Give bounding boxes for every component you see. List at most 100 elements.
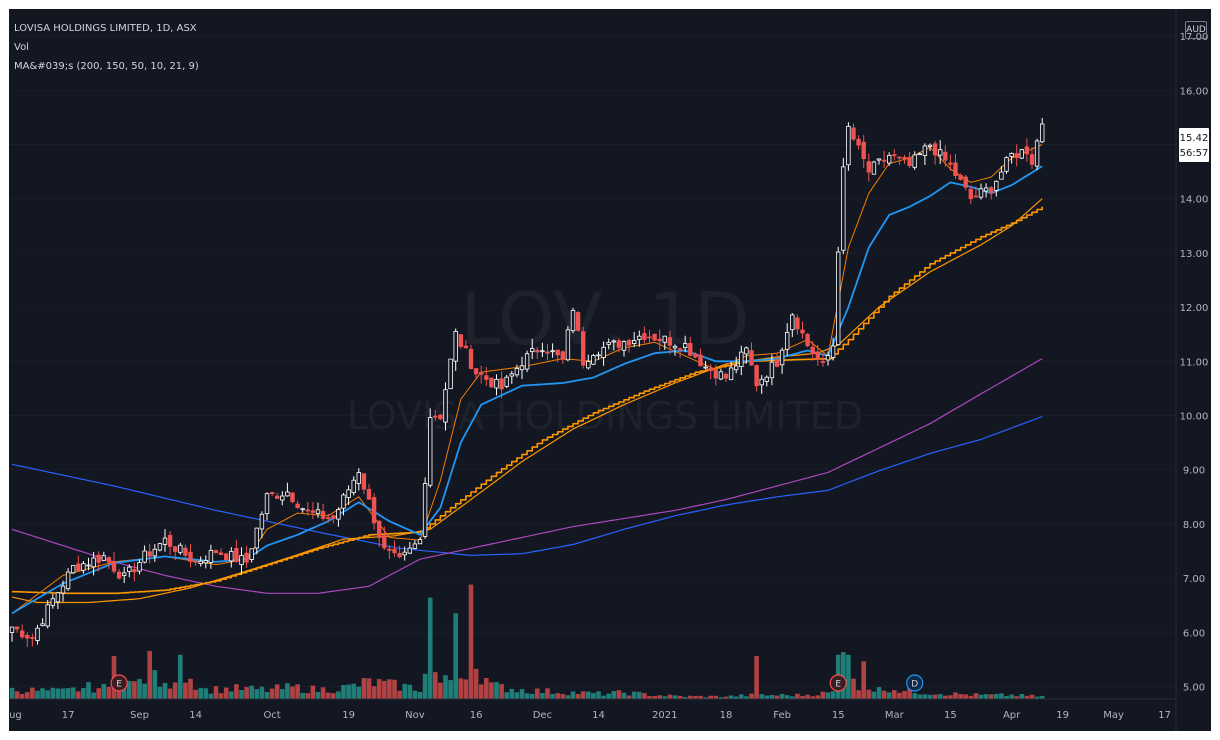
volume-bar: [586, 691, 591, 699]
ma-200-line: [11, 416, 1043, 556]
volume-bar: [183, 682, 188, 699]
volume-bar: [881, 690, 887, 699]
candle: [994, 180, 999, 197]
volume-bar: [427, 597, 433, 699]
volume-bar: [575, 694, 581, 699]
candle: [902, 155, 907, 164]
price-candles: [9, 118, 1045, 647]
candle: [948, 154, 953, 172]
candle: [116, 568, 122, 580]
candle: [65, 568, 71, 591]
volume-bar: [917, 694, 923, 699]
time-tick-label: Nov: [405, 710, 425, 721]
volume-bar: [759, 694, 764, 699]
volume-bar: [871, 691, 877, 699]
candle: [331, 514, 336, 524]
volume-bar: [948, 695, 953, 699]
volume-bar: [912, 693, 917, 699]
volume-bar: [703, 697, 708, 699]
price-tick-label: 17.00: [1180, 32, 1209, 43]
volume-bar: [70, 687, 76, 699]
candle: [60, 580, 66, 602]
volume-bar: [346, 684, 351, 699]
earnings-marker[interactable]: [829, 674, 847, 692]
volume-bar: [805, 694, 810, 699]
time-axis[interactable]: Aug 17 Sep 14 Oct 19 Nov 16 Dec 14 2021 18 Feb 15 Mar 1…: [9, 698, 1176, 721]
volume-bar: [606, 693, 611, 699]
volume-bar: [994, 693, 999, 699]
volume-bar: [892, 690, 897, 699]
volume-bar: [30, 687, 35, 699]
candle: [662, 335, 667, 350]
volume-bar: [723, 696, 729, 699]
candle: [871, 160, 877, 175]
volume-bar: [484, 678, 489, 699]
volume-bar: [810, 696, 815, 699]
volume-bar: [218, 693, 224, 699]
volume-bar: [718, 697, 724, 699]
time-tick-label: 19: [342, 710, 355, 721]
candle: [50, 593, 55, 609]
volume-bar: [65, 688, 71, 699]
volume-bar: [953, 692, 958, 699]
volume-bar: [172, 682, 178, 699]
volume-bar: [922, 694, 928, 699]
volume-bar: [560, 693, 566, 699]
volume-bar: [157, 686, 163, 699]
time-tick-label: May: [1103, 710, 1124, 721]
volume-bar: [188, 678, 193, 699]
time-tick-label: Oct: [263, 710, 280, 721]
candle: [142, 545, 147, 564]
volume-bar: [779, 693, 785, 699]
candle: [606, 338, 611, 350]
time-tick-label: 14: [592, 710, 605, 721]
candle: [866, 153, 871, 182]
candle: [846, 122, 851, 171]
candle: [157, 542, 163, 552]
candle: [254, 527, 259, 555]
volume-bar: [132, 681, 137, 699]
candle: [881, 150, 887, 168]
price-tick-label: 5.00: [1183, 683, 1205, 694]
candle: [213, 549, 219, 554]
candle: [484, 367, 489, 386]
volume-bar: [193, 689, 198, 699]
volume-bar: [662, 696, 668, 699]
volume-bar: [310, 685, 316, 699]
volume-bar: [820, 691, 826, 699]
candle: [96, 551, 101, 572]
volume-bar: [545, 688, 550, 699]
candle: [728, 362, 734, 381]
candle: [897, 156, 902, 165]
candle: [667, 331, 673, 355]
currency-button[interactable]: AUD: [1185, 21, 1207, 39]
volume-legend[interactable]: Vol: [14, 42, 29, 53]
candle: [550, 343, 555, 358]
candle: [172, 545, 178, 561]
candle: [626, 338, 632, 353]
volume-bar: [203, 688, 209, 699]
candle: [749, 342, 754, 366]
volume-bar: [55, 688, 61, 699]
price-axis[interactable]: 5.00 6.00 7.00 8.00 9.00 10.00 11.00 12.00 13.00…: [1175, 9, 1209, 731]
symbol-title[interactable]: LOVISA HOLDINGS LIMITED, 1D, ASX: [14, 23, 197, 34]
candle: [739, 345, 744, 376]
volume-bar: [458, 678, 464, 699]
candle: [999, 166, 1004, 180]
volume-bar: [9, 687, 15, 699]
last-price-value: 15.42: [1180, 133, 1209, 144]
candle: [815, 344, 820, 366]
candle: [193, 560, 198, 566]
time-tick-label: 18: [720, 710, 733, 721]
candle: [499, 371, 504, 399]
volume-bar: [468, 584, 474, 699]
earnings-marker[interactable]: [110, 674, 128, 692]
volume-bar: [968, 695, 974, 699]
volume-bar: [652, 696, 657, 699]
moving-averages-legend[interactable]: MA&#039;s (200, 150, 50, 10, 21, 9): [14, 61, 199, 72]
dividend-marker[interactable]: [906, 674, 924, 692]
candle: [91, 551, 96, 576]
